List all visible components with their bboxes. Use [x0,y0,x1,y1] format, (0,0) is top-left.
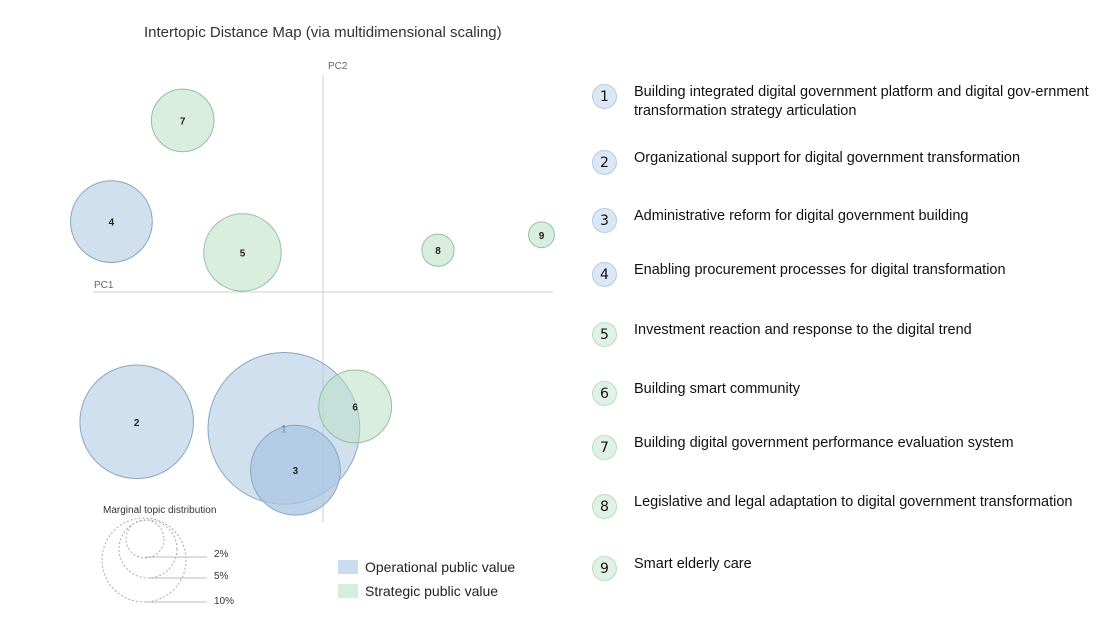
topic-bubble-label-5: 5 [240,248,246,259]
topic-bubble-9 [528,221,555,249]
topic-bubble-7 [150,88,215,153]
topic-label: Investment reaction and response to the … [634,322,972,338]
topic-bubble-5 [203,213,282,292]
size-legend-title: Marginal topic distribution [103,505,216,516]
topic-bubble-label-9: 9 [539,231,545,242]
topic-bubble-label-4: 4 [109,218,115,229]
topic-bubble-4 [70,180,153,263]
topic-bubble-6 [318,369,393,444]
topic-label: Enabling procurement processes for digit… [634,262,1006,278]
topic-number-badge: 2 [592,150,617,175]
size-legend-label-2pct: 2% [214,549,229,560]
topic-bubbles: 247513689 [70,88,555,516]
size-legend-circle-5pct [118,519,178,579]
operational-legend-label: Operational public value [365,559,515,575]
size-legend-circle-2pct [125,519,165,559]
topic-number-badge: 7 [592,435,617,460]
topic-bubble-2 [79,364,194,480]
pc1-axis-label: PC1 [94,280,114,291]
topic-list-item-3: 3 Administrative reform for digital gover… [592,206,1102,246]
topic-list-item-7: 7 Building digital government performance… [592,433,1102,473]
topic-number-badge: 5 [592,322,617,347]
operational-swatch [338,560,358,574]
topic-number-badge: 3 [592,208,617,233]
topic-number-badge: 6 [592,381,617,406]
topic-label: Administrative reform for digital govern… [634,208,969,224]
strategic-swatch [338,584,358,598]
size-legend-label-5pct: 5% [214,571,229,582]
topic-number-badge: 4 [592,262,617,287]
topic-label: Building integrated digital government p… [634,84,1089,119]
group-legend: Operational public value Strategic publi… [338,559,515,599]
topic-list-item-1: 1 Building integrated digital government … [592,82,1102,122]
topic-label: Organizational support for digital gover… [634,150,1021,166]
topic-list-item-4: 4 Enabling procurement processes for digi… [592,260,1102,300]
topic-bubble-label-8: 8 [435,246,441,257]
topic-label: Legislative and legal adaptation to digi… [634,494,1073,510]
topic-bubble-label-3: 3 [293,466,299,477]
topic-list-item-6: 6 Building smart community [592,379,1102,419]
size-legend-label-10pct: 10% [214,596,234,607]
topic-number-badge: 9 [592,556,617,581]
strategic-legend-label: Strategic public value [365,583,498,599]
topic-bubble-label-6: 6 [352,402,358,413]
topic-number-badge: 8 [592,494,617,519]
topic-label: Building digital government performance … [634,435,1014,451]
topic-list-item-9: 9 Smart elderly care [592,554,1102,594]
topic-bubble-3 [250,424,341,516]
size-legend: Marginal topic distribution 2% 5% 10% [101,505,234,607]
topic-label: Smart elderly care [634,556,752,572]
chart-title: Intertopic Distance Map (via multidimens… [144,24,502,41]
topic-list-item-2: 2 Organizational support for digital gove… [592,148,1102,188]
topic-bubble-label-2: 2 [134,418,140,429]
pc2-axis-label: PC2 [328,61,348,72]
topic-label: Building smart community [634,381,800,397]
topic-list-item-8: 8 Legislative and legal adaptation to dig… [592,492,1102,532]
topic-list-item-5: 5 Investment reaction and response to the… [592,320,1102,360]
topic-number-badge: 1 [592,84,617,109]
size-legend-circle-10pct [101,517,187,603]
topic-bubble-8 [421,233,455,267]
topic-bubble-label-7: 7 [180,116,186,127]
